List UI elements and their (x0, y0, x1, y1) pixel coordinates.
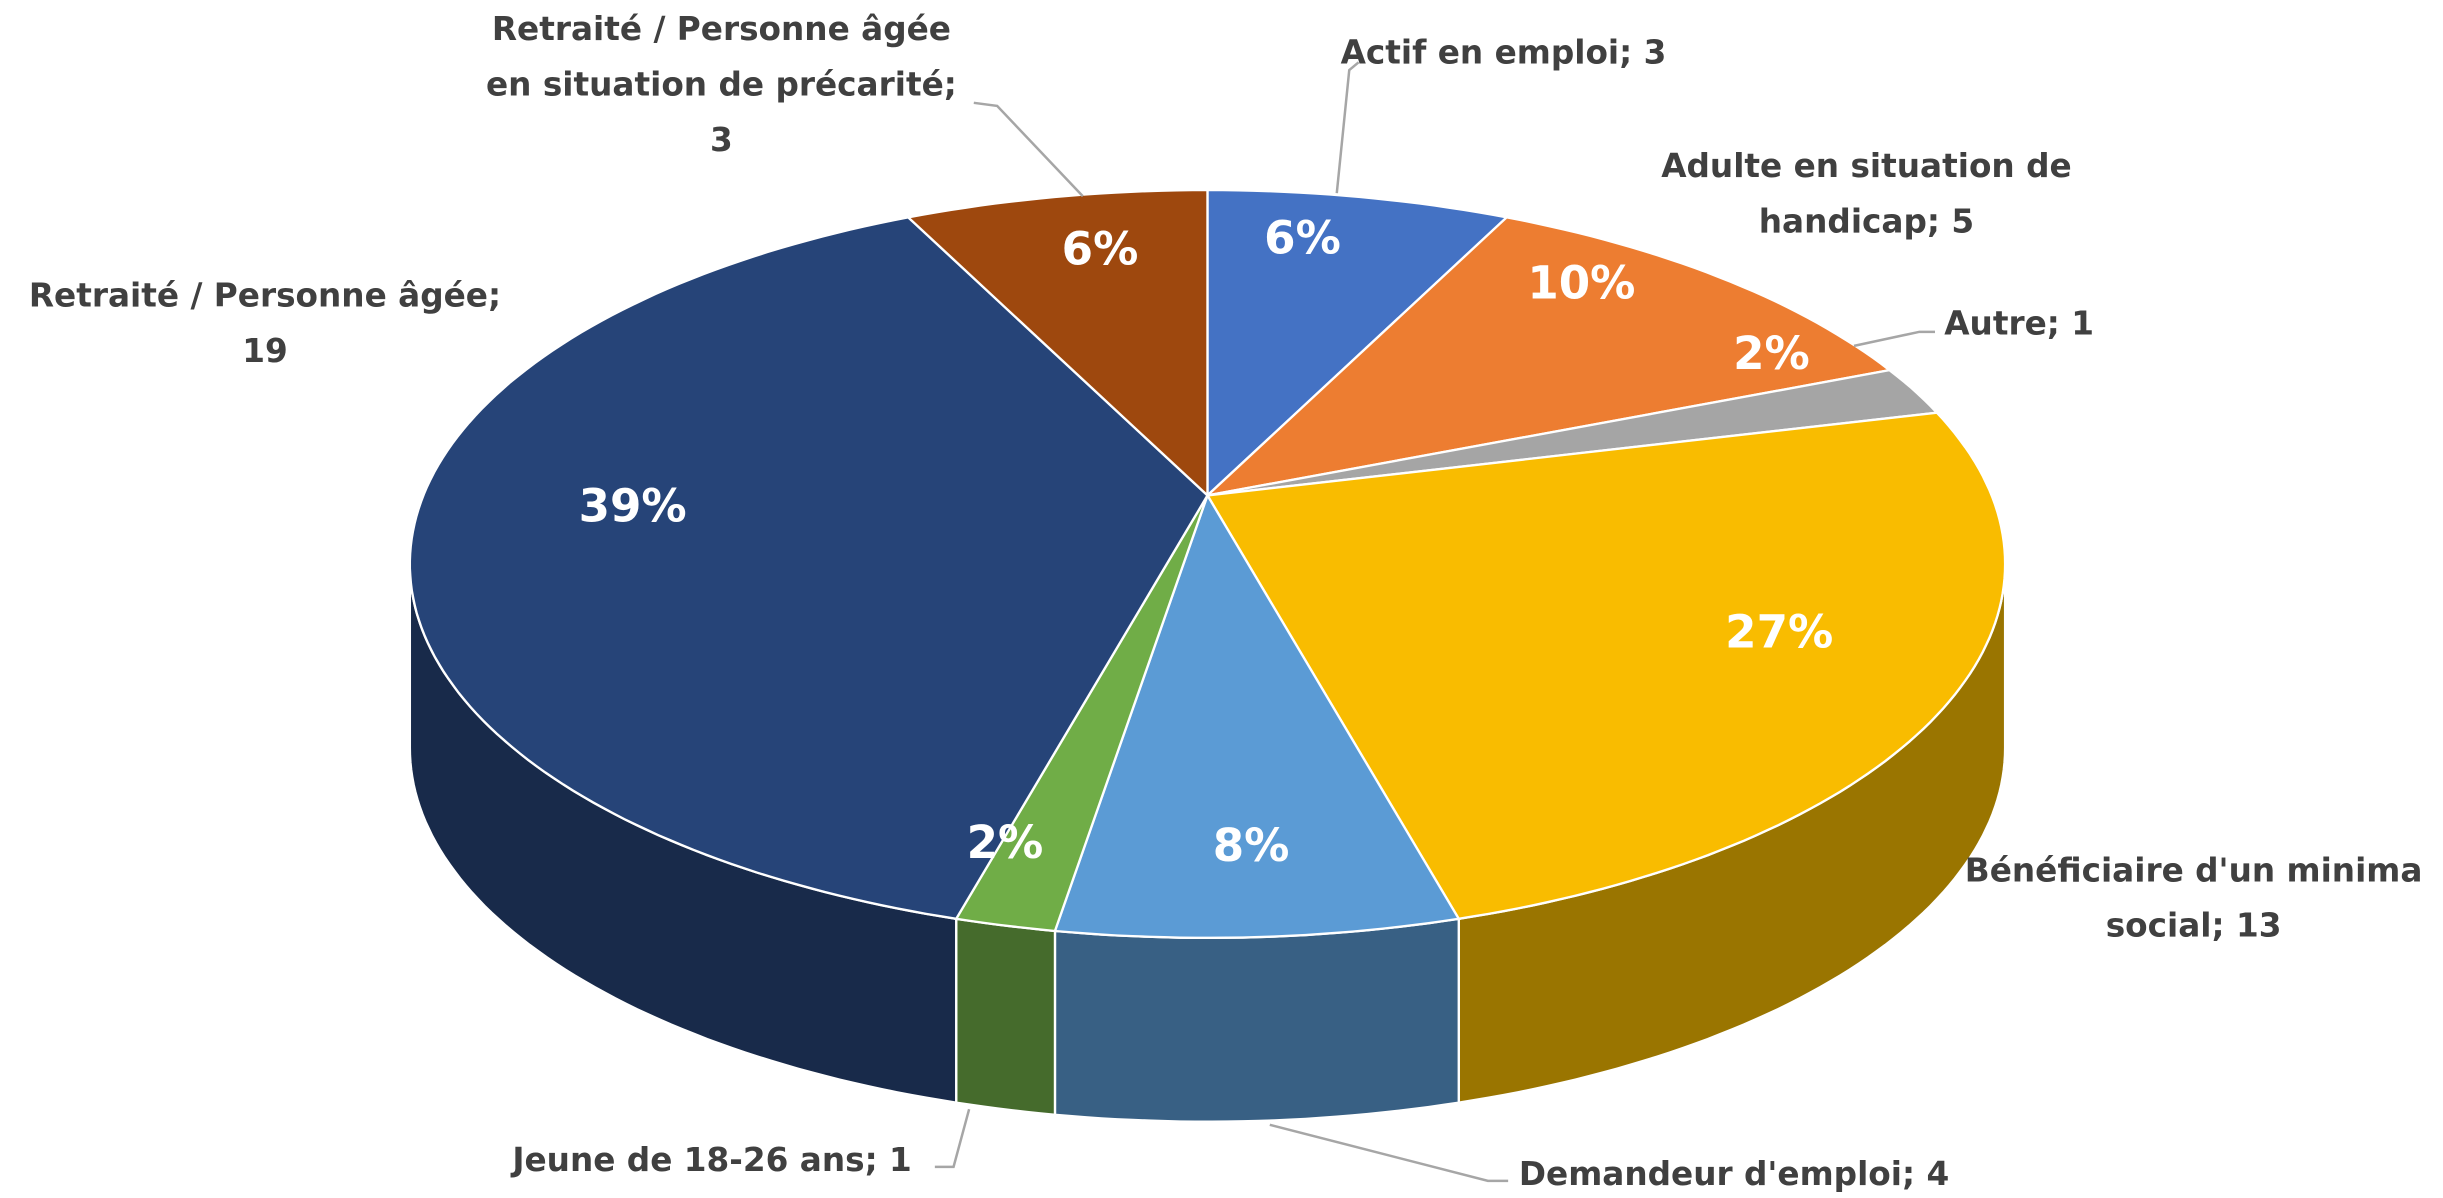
percent-label: 2% (1733, 327, 1810, 380)
pie-slice (1207, 368, 1940, 497)
percent-label: 8% (1213, 819, 1290, 872)
pie-slice (1203, 216, 1893, 498)
data-label: Adulte en situation de (1661, 147, 2071, 185)
pie-slice (1206, 188, 1510, 499)
percent-label: 2% (967, 816, 1044, 869)
percent-label: 6% (1264, 211, 1341, 264)
leader-lines (934, 61, 1936, 1183)
data-label: 19 (242, 332, 288, 370)
pie-slice (1053, 492, 1461, 940)
pie-slice (905, 188, 1209, 499)
leader-line (973, 101, 1084, 198)
labels: 6% 10% 2% 27% 8% 2% 39% 6% Actif en emploi; 3 Adu… (29, 10, 2423, 1193)
data-label: Bénéficiaire d'un minima (1965, 851, 2423, 889)
data-label: handicap; 5 (1759, 203, 1974, 241)
pie-slice (1205, 411, 2007, 921)
leader-line (1853, 330, 1936, 348)
data-label: Retraité / Personne âgée (492, 10, 951, 48)
data-label: Jeune de 18-26 ans; 1 (510, 1141, 911, 1179)
pie-slice (408, 216, 1209, 921)
data-label: social; 13 (2106, 907, 2282, 945)
percent-label: 10% (1527, 257, 1635, 310)
percent-label: 6% (1062, 222, 1139, 275)
percent-label: 27% (1725, 606, 1833, 659)
pie-sides (408, 563, 2007, 1123)
pie-slice (954, 494, 1209, 933)
leader-line (1269, 1123, 1509, 1183)
data-label: Autre; 1 (1944, 305, 2094, 343)
pie-side (955, 917, 1057, 1117)
leader-line (934, 1108, 971, 1169)
data-label: Demandeur d'emploi; 4 (1519, 1155, 1949, 1193)
leader-line (1335, 61, 1360, 194)
data-label: Retraité / Personne âgée; (29, 277, 501, 315)
data-label: Actif en emploi; 3 (1341, 34, 1667, 72)
pie-side (1053, 917, 1460, 1123)
percent-label: 39% (579, 479, 687, 532)
pie-tops (408, 188, 2007, 940)
data-label: 3 (710, 121, 733, 159)
data-label: en situation de précarité; (486, 65, 957, 103)
